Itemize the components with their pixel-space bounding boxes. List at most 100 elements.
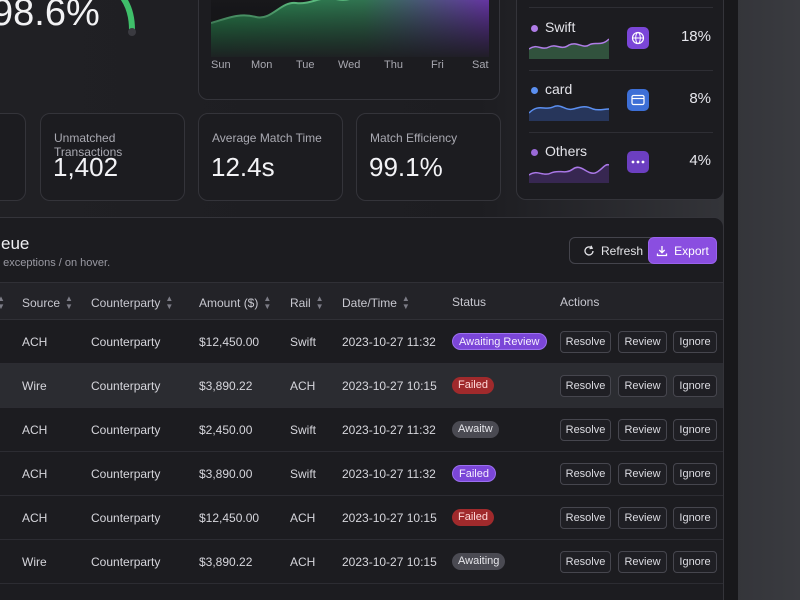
source-cell: ACH (22, 467, 48, 481)
sort-icon: ▲ ▼ (401, 294, 410, 311)
amount-cell: $3,890.22 (199, 379, 253, 393)
column-header-source[interactable]: Source ▲ ▼ (22, 295, 73, 311)
sort-icon-partial[interactable]: ▲ ▼ (0, 295, 5, 311)
match-rate-value: 98.6% (0, 0, 100, 34)
resolve-button[interactable]: Resolve (560, 419, 611, 441)
ignore-button[interactable]: Ignore (673, 551, 717, 573)
review-button[interactable]: Review (618, 375, 667, 397)
column-label: Date/Time (342, 296, 397, 310)
datetime-cell: 2023-10-27 10:15 (342, 379, 437, 393)
globe-icon (627, 27, 649, 49)
stat-label: Unmatched Transactions (54, 131, 123, 159)
ignore-button[interactable]: Ignore (673, 375, 717, 397)
x-tick-thu: Thu (384, 59, 403, 71)
weekly-volume-chart-card: Sun Mon Tue Wed Thu Fri Sat (198, 0, 500, 100)
source-row-others[interactable]: Others 4% (529, 139, 713, 201)
amount-cell: $2,450.00 (199, 423, 253, 437)
status-badge: Failed (452, 509, 494, 526)
source-percent: 18% (680, 28, 711, 45)
divider (529, 132, 713, 133)
source-cell: ACH (22, 335, 48, 349)
column-label: Status (452, 295, 487, 309)
table-row[interactable]: ACH Counterparty $12,450.00 ACH 2023-10-27 1… (0, 496, 723, 540)
table-row[interactable]: ACH Counterparty $12,450.00 Swift 2023-10-27… (0, 320, 723, 364)
counterparty-cell: Counterparty (91, 555, 161, 569)
stat-value: 99.1% (369, 152, 443, 182)
review-button[interactable]: Review (618, 507, 667, 529)
source-percent: 4% (689, 152, 711, 169)
more-icon (627, 151, 649, 173)
status-badge: Failed (452, 377, 494, 394)
ignore-button[interactable]: Ignore (673, 331, 717, 353)
sort-icon: ▲ ▼ (263, 294, 272, 311)
column-label: Rail (290, 296, 311, 310)
divider (529, 70, 713, 71)
export-label: Export (674, 243, 709, 258)
stat-card-match-efficiency: Match Efficiency 99.1% (356, 113, 501, 201)
amount-cell: $12,450.00 (199, 511, 260, 525)
resolve-button[interactable]: Resolve (560, 331, 611, 353)
sort-icon: ▲ ▼ (165, 294, 174, 311)
x-tick-sun: Sun (211, 59, 231, 71)
column-header-rail[interactable]: Rail ▲ ▼ (290, 295, 324, 311)
ignore-button[interactable]: Ignore (673, 419, 717, 441)
column-label: Source (22, 296, 61, 310)
source-row-swift[interactable]: Swift 18% (529, 15, 713, 77)
amount-cell: $3,890.22 (199, 555, 253, 569)
resolve-button[interactable]: Resolve (560, 375, 611, 397)
column-header-counterparty[interactable]: Counterparty ▲ ▼ (91, 295, 173, 311)
status-badge: Awaitw (452, 421, 499, 438)
review-button[interactable]: Review (618, 331, 667, 353)
stat-value: 12.4s (211, 152, 275, 182)
amount-cell: $12,450.00 (199, 335, 260, 349)
match-rate-gauge (120, 0, 136, 36)
table-row[interactable]: Wire Counterparty $3,890.22 ACH 2023-10-27 1… (0, 540, 723, 584)
source-cell: ACH (22, 511, 48, 525)
source-row-card[interactable]: card 8% (529, 77, 713, 139)
table-row[interactable]: ACH Counterparty $2,450.00 Swift 2023-10-27 … (0, 408, 723, 452)
datetime-cell: 2023-10-27 11:32 (342, 423, 436, 437)
export-button[interactable]: Export (648, 237, 717, 264)
card-icon (627, 89, 649, 111)
source-breakdown-card: Swift 18% card 8% Others 4% (516, 0, 724, 200)
ignore-button[interactable]: Ignore (673, 507, 717, 529)
others-sparkline (529, 163, 609, 183)
resolve-button[interactable]: Resolve (560, 551, 611, 573)
stat-card-average-match-time: Average Match Time 12.4s (198, 113, 343, 201)
rail-cell: ACH (290, 379, 316, 393)
queue-title: eue (1, 234, 30, 253)
stat-label: Average Match Time (212, 131, 322, 145)
stat-value: 1,402 (53, 152, 119, 182)
ignore-button[interactable]: Ignore (673, 463, 717, 485)
column-header-amount[interactable]: Amount ($) ▲ ▼ (199, 295, 271, 311)
column-label: Actions (560, 295, 600, 309)
review-button[interactable]: Review (618, 551, 667, 573)
rail-cell: Swift (290, 335, 317, 349)
resolve-button[interactable]: Resolve (560, 463, 611, 485)
stat-card-unmatched: Unmatched Transactions 1,402 (40, 113, 185, 201)
review-button[interactable]: Review (618, 419, 667, 441)
sort-icon: ▲ ▼ (0, 294, 5, 311)
review-button[interactable]: Review (618, 463, 667, 485)
x-tick-mon: Mon (251, 59, 273, 71)
status-badge: Awaiting Review (452, 333, 547, 350)
refresh-button[interactable]: Refresh (569, 237, 657, 264)
rail-cell: Swift (290, 467, 317, 481)
sort-icon: ▲ ▼ (65, 294, 73, 311)
column-header-status: Status (452, 295, 486, 309)
x-tick-wed: Wed (338, 59, 361, 71)
table-row[interactable]: ACH Counterparty $3,890.00 Swift 2023-10-27 … (0, 452, 723, 496)
source-name: Swift (545, 19, 576, 35)
exception-queue-panel: eue , exceptions / on hover. Refresh Exp… (0, 217, 724, 600)
column-header-datetime[interactable]: Date/Time ▲ ▼ (342, 295, 410, 311)
x-tick-fri: Fri (431, 59, 444, 71)
refresh-label: Refresh (600, 243, 644, 258)
source-cell: Wire (22, 379, 47, 393)
rail-cell: Swift (290, 423, 317, 437)
table-row[interactable]: Wire Counterparty $3,890.22 ACH 2023-10-27 1… (0, 364, 723, 408)
x-tick-sat: Sat (472, 59, 489, 71)
others-dot (531, 149, 538, 156)
window-edge (724, 0, 738, 600)
counterparty-cell: Counterparty (91, 423, 161, 437)
resolve-button[interactable]: Resolve (560, 507, 611, 529)
